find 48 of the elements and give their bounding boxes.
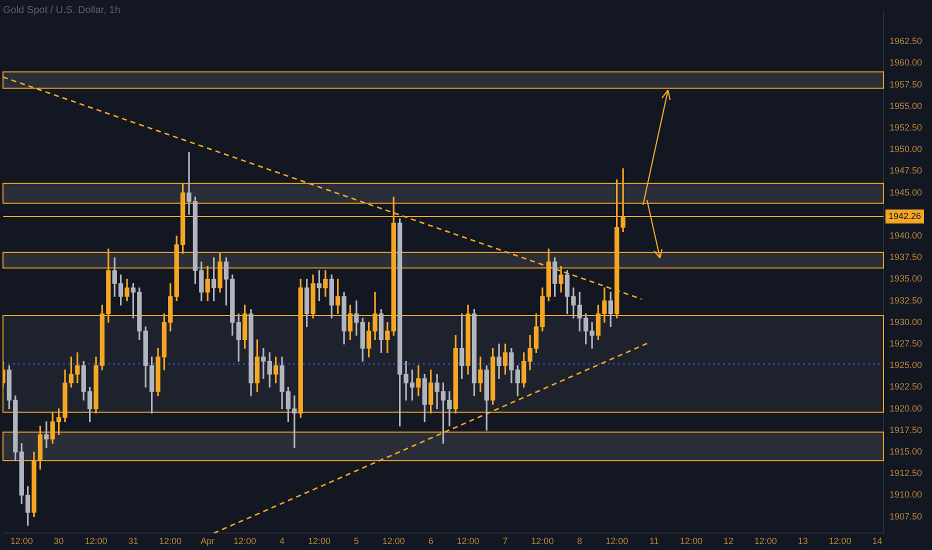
- x-tick-label: 5: [354, 536, 359, 546]
- y-tick-label: 1937.50: [889, 252, 922, 262]
- x-tick-label: 12:00: [680, 536, 703, 546]
- y-tick-label: 1962.50: [889, 36, 922, 46]
- x-tick-label: 12:00: [10, 536, 33, 546]
- x-tick-label: 8: [577, 536, 582, 546]
- y-tick-label: 1930.00: [889, 316, 922, 327]
- y-tick-label: 1920.00: [889, 403, 922, 414]
- y-tick-label: 1952.50: [889, 122, 922, 133]
- y-tick-label: 1927.50: [889, 338, 922, 348]
- x-tick-label: 12:00: [382, 536, 405, 546]
- x-tick-label: 12:00: [308, 536, 330, 546]
- y-tick-label: 1912.50: [889, 468, 922, 478]
- x-tick-label: Apr: [200, 536, 215, 546]
- x-tick-label: 12:00: [159, 536, 182, 546]
- x-tick-label: 12:00: [754, 536, 777, 546]
- y-tick-label: 1950.00: [889, 144, 922, 154]
- ref-line-label: 1942.26: [888, 210, 922, 221]
- y-tick-label: 1922.50: [889, 382, 922, 392]
- x-tick-label: 12:00: [84, 536, 108, 546]
- y-tick-label: 1925.00: [889, 360, 922, 370]
- x-tick-label: 12:00: [606, 536, 628, 546]
- x-tick-label: 31: [128, 536, 138, 546]
- y-tick-label: 1917.50: [889, 424, 922, 435]
- y-tick-label: 1932.50: [889, 295, 922, 306]
- y-tick-label: 1945.00: [889, 187, 922, 198]
- y-tick-label: 1940.00: [889, 230, 922, 240]
- y-tick-label: 1915.00: [889, 446, 922, 456]
- y-tick-label: 1935.00: [889, 274, 922, 284]
- y-tick-label: 1960.00: [889, 58, 922, 68]
- x-tick-label: 7: [502, 536, 508, 546]
- x-tick-label: 6: [428, 536, 434, 546]
- chart-title: Gold Spot / U.S. Dollar, 1h: [3, 5, 120, 16]
- x-tick-label: 12: [723, 536, 734, 546]
- x-tick-label: 12:00: [828, 536, 852, 546]
- x-tick-label: 12:00: [531, 536, 554, 546]
- y-tick-label: 1955.00: [889, 100, 922, 111]
- x-tick-label: 14: [872, 536, 882, 546]
- y-tick-label: 1957.50: [889, 79, 922, 90]
- y-tick-label: 1910.00: [889, 490, 922, 500]
- x-tick-label: 4: [280, 536, 285, 546]
- x-tick-label: 12:00: [456, 536, 480, 546]
- x-tick-label: 11: [649, 536, 659, 546]
- x-tick-label: 13: [798, 536, 808, 546]
- y-tick-label: 1907.50: [889, 511, 922, 522]
- x-tick-label: 30: [54, 536, 64, 546]
- y-tick-label: 1947.50: [889, 166, 922, 176]
- x-tick-label: 12:00: [234, 536, 256, 546]
